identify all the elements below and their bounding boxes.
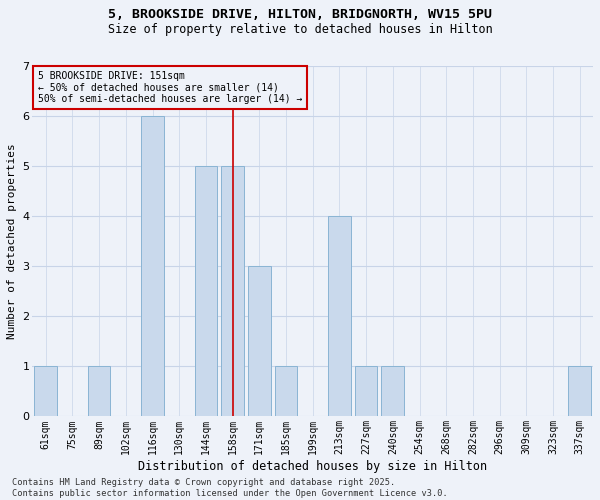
- Bar: [328, 216, 351, 416]
- Text: Contains HM Land Registry data © Crown copyright and database right 2025.
Contai: Contains HM Land Registry data © Crown c…: [12, 478, 448, 498]
- Bar: [34, 366, 57, 416]
- Text: 5 BROOKSIDE DRIVE: 151sqm
← 50% of detached houses are smaller (14)
50% of semi-: 5 BROOKSIDE DRIVE: 151sqm ← 50% of detac…: [38, 71, 302, 104]
- Bar: [275, 366, 298, 416]
- X-axis label: Distribution of detached houses by size in Hilton: Distribution of detached houses by size …: [138, 460, 487, 473]
- Bar: [141, 116, 164, 416]
- Bar: [382, 366, 404, 416]
- Text: Size of property relative to detached houses in Hilton: Size of property relative to detached ho…: [107, 22, 493, 36]
- Bar: [194, 166, 217, 416]
- Bar: [355, 366, 377, 416]
- Text: 5, BROOKSIDE DRIVE, HILTON, BRIDGNORTH, WV15 5PU: 5, BROOKSIDE DRIVE, HILTON, BRIDGNORTH, …: [108, 8, 492, 20]
- Bar: [221, 166, 244, 416]
- Bar: [88, 366, 110, 416]
- Y-axis label: Number of detached properties: Number of detached properties: [7, 144, 17, 339]
- Bar: [248, 266, 271, 416]
- Bar: [568, 366, 591, 416]
